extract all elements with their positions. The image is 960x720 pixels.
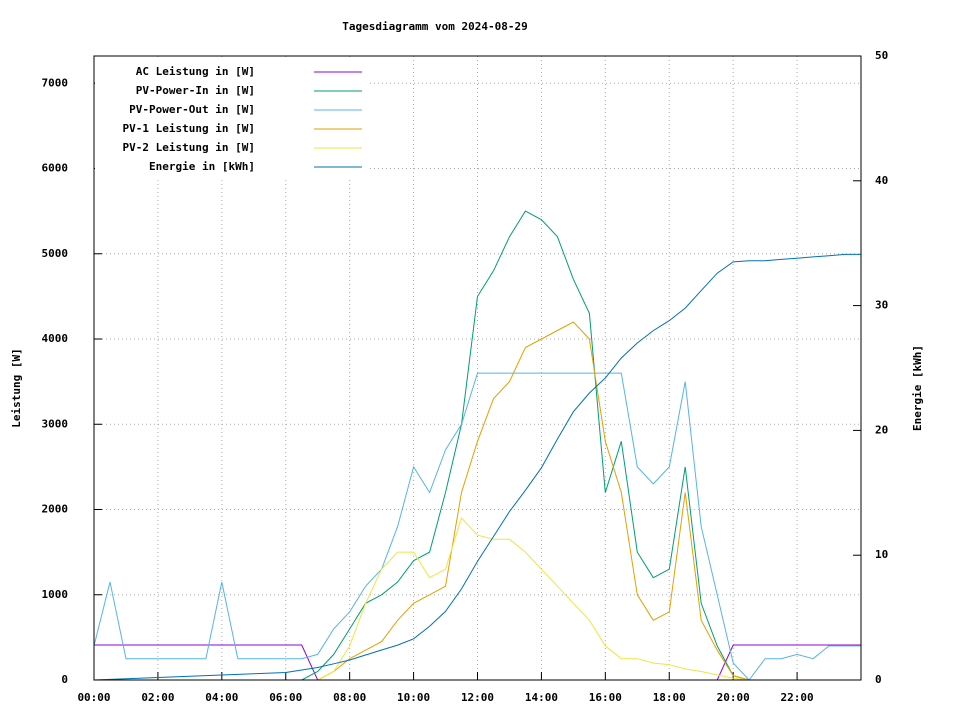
y2-tick-label: 40 — [875, 174, 888, 187]
y2-tick-label: 20 — [875, 423, 888, 436]
x-tick-label: 00:00 — [77, 691, 110, 704]
x-tick-label: 06:00 — [269, 691, 302, 704]
legend-label: PV-1 Leistung in [W] — [123, 122, 255, 135]
legend-label: PV-Power-In in [W] — [136, 84, 255, 97]
y-tick-label: 7000 — [42, 76, 69, 89]
y2-tick-label: 30 — [875, 299, 888, 312]
x-tick-label: 02:00 — [141, 691, 174, 704]
legend-label: Energie in [kWh] — [149, 160, 255, 173]
y-tick-label: 1000 — [42, 588, 69, 601]
y-axis-label: Leistung [W] — [10, 348, 23, 427]
series-line — [93, 372, 861, 681]
y-tick-label: 0 — [61, 673, 68, 686]
x-tick-label: 18:00 — [653, 691, 686, 704]
legend-box — [95, 57, 367, 179]
y2-axis-label: Energie [kWh] — [911, 345, 924, 431]
y2-tick-label: 50 — [875, 49, 888, 62]
series-line — [93, 253, 861, 681]
x-tick-label: 20:00 — [717, 691, 750, 704]
x-tick-label: 22:00 — [781, 691, 814, 704]
y-tick-label: 6000 — [42, 162, 69, 175]
legend-label: AC Leistung in [W] — [136, 65, 255, 78]
y2-tick-label: 10 — [875, 548, 888, 561]
y-tick-label: 4000 — [42, 332, 69, 345]
y-tick-label: 3000 — [42, 417, 69, 430]
chart-title: Tagesdiagramm vom 2024-08-29 — [342, 20, 527, 33]
series-line — [94, 210, 861, 681]
x-tick-label: 16:00 — [589, 691, 622, 704]
x-tick-label: 04:00 — [205, 691, 238, 704]
series-line — [94, 517, 861, 681]
y-tick-label: 2000 — [42, 503, 69, 516]
x-tick-label: 14:00 — [525, 691, 558, 704]
x-tick-label: 12:00 — [461, 691, 494, 704]
legend-label: PV-Power-Out in [W] — [129, 103, 255, 116]
y-tick-label: 5000 — [42, 247, 69, 260]
y2-tick-label: 0 — [875, 673, 882, 686]
x-tick-label: 10:00 — [397, 691, 430, 704]
plot-frame — [93, 55, 862, 681]
legend-label: PV-2 Leistung in [W] — [123, 141, 255, 154]
x-tick-label: 08:00 — [333, 691, 366, 704]
